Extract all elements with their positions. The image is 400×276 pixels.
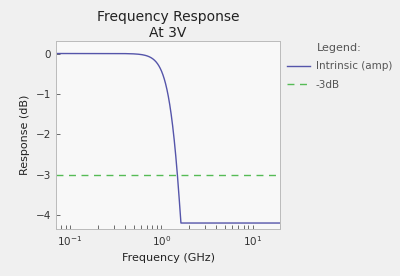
Intrinsic (amp)	[271, 221, 276, 225]
Intrinsic (amp)	[162, 79, 167, 83]
Intrinsic (amp)	[178, 221, 183, 225]
Intrinsic (amp)	[65, 52, 70, 55]
Line: Intrinsic (amp): Intrinsic (amp)	[56, 54, 280, 223]
Title: Frequency Response
At 3V: Frequency Response At 3V	[97, 10, 239, 40]
Legend: Intrinsic (amp), -3dB: Intrinsic (amp), -3dB	[288, 43, 392, 89]
Intrinsic (amp)	[156, 64, 161, 68]
Intrinsic (amp)	[54, 52, 58, 55]
Intrinsic (amp)	[230, 221, 235, 225]
X-axis label: Frequency (GHz): Frequency (GHz)	[122, 253, 214, 263]
Intrinsic (amp)	[271, 221, 276, 225]
Y-axis label: Response (dB): Response (dB)	[20, 95, 30, 176]
Intrinsic (amp)	[278, 221, 282, 225]
